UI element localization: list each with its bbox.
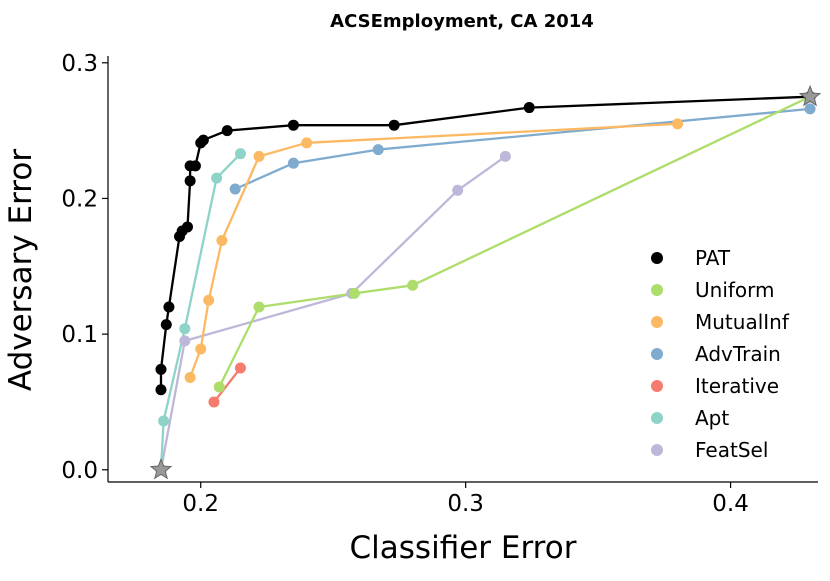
data-point-mutualinf — [216, 235, 228, 247]
data-point-pat — [221, 125, 233, 137]
legend: PAT Uniform MutualInf AdvTrain Iterative Apt F… — [651, 246, 790, 462]
data-point-advtrain — [229, 183, 241, 195]
data-point-mutualinf — [203, 294, 215, 306]
data-point-advtrain — [372, 144, 384, 156]
legend-marker — [651, 412, 663, 424]
data-point-apt — [234, 148, 246, 160]
y-tick-label: 0.0 — [61, 458, 98, 484]
data-point-mutualinf — [195, 343, 207, 355]
legend-label: MutualInf — [695, 310, 790, 334]
data-point-apt — [158, 415, 170, 427]
y-axis-label: Adversary Error — [3, 149, 39, 391]
data-point-featsel — [452, 184, 464, 196]
data-point-mutualinf — [184, 372, 196, 384]
data-point-pat — [155, 363, 167, 375]
data-point-uniform — [213, 381, 225, 393]
data-point-iterative — [208, 396, 220, 408]
data-point-pat — [155, 384, 167, 396]
data-point-pat — [189, 160, 201, 172]
legend-label: AdvTrain — [695, 342, 781, 366]
data-point-pat — [197, 134, 209, 146]
x-axis-label: Classifier Error — [350, 530, 577, 566]
legend-marker — [651, 444, 663, 456]
y-tick-label: 0.3 — [61, 51, 98, 77]
series-line-apt — [159, 152, 242, 470]
data-point-apt — [211, 172, 223, 184]
x-tick-label: 0.4 — [712, 491, 749, 517]
data-point-mutualinf — [301, 137, 313, 149]
series-line-iterative — [213, 367, 242, 403]
data-point-advtrain — [804, 103, 816, 115]
data-point-pat — [160, 319, 172, 331]
star-marker — [149, 457, 173, 480]
data-point-iterative — [234, 362, 246, 374]
legend-marker — [651, 380, 663, 392]
ticks: 0.2 0.3 0.4 0.0 0.1 0.2 0.3 — [61, 51, 748, 517]
legend-marker — [651, 284, 663, 296]
y-tick-label: 0.2 — [61, 186, 98, 212]
star-marker — [798, 84, 822, 107]
series-line-advtrain — [234, 107, 811, 191]
data-point-pat — [163, 301, 175, 313]
data-point-mutualinf — [672, 118, 684, 130]
legend-label: FeatSel — [695, 438, 768, 462]
x-tick-label: 0.2 — [182, 491, 219, 517]
data-point-pat — [388, 119, 400, 131]
data-point-pat — [523, 102, 535, 114]
data-point-featsel — [499, 150, 511, 162]
axes — [107, 56, 818, 483]
data-point-advtrain — [287, 157, 299, 169]
legend-marker — [651, 252, 663, 264]
series-line-featsel — [159, 155, 507, 471]
data-point-apt — [179, 323, 191, 335]
legend-label: Apt — [695, 406, 729, 430]
data-point-uniform — [253, 301, 265, 313]
data-point-pat — [184, 175, 196, 187]
data-point-uniform — [348, 287, 360, 299]
y-tick-label: 0.1 — [61, 322, 98, 348]
series-line-mutualinf — [189, 122, 678, 378]
data-point-uniform — [407, 279, 419, 291]
legend-label: Uniform — [695, 278, 775, 302]
data-point-pat — [181, 221, 193, 233]
legend-marker — [651, 316, 663, 328]
chart-title: ACSEmployment, CA 2014 — [330, 11, 594, 32]
legend-label: PAT — [695, 246, 731, 270]
data-point-featsel — [179, 335, 191, 347]
data-point-mutualinf — [253, 150, 265, 162]
data-point-pat — [287, 119, 299, 131]
stars — [149, 84, 822, 480]
legend-label: Iterative — [695, 374, 779, 398]
x-tick-label: 0.3 — [447, 491, 484, 517]
legend-marker — [651, 348, 663, 360]
